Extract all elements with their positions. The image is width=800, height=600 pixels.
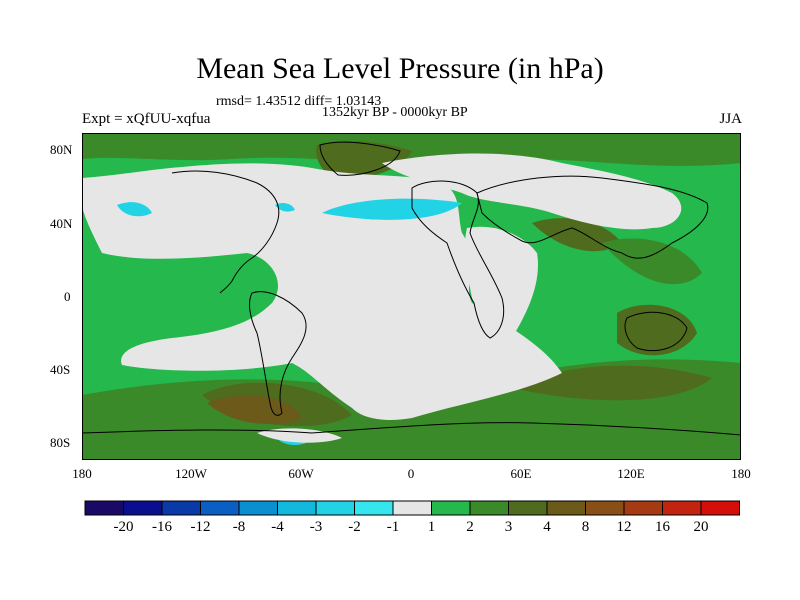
- north-pacific-low: [212, 166, 302, 191]
- lon-label-180w: 180: [72, 466, 92, 481]
- colorbar-tick-label: -4: [271, 519, 284, 535]
- atlantic-cyan-blob: [322, 198, 462, 220]
- colorbar-tick-label: -12: [190, 519, 211, 535]
- greenland-coast: [319, 141, 401, 176]
- lat-label-40s: 40S: [50, 362, 71, 377]
- lat-label-80n: 80N: [50, 142, 73, 157]
- season-label: JJA: [719, 111, 742, 127]
- lon-label-0: 0: [407, 466, 415, 481]
- experiment-label: Expt = xQfUU-xqfua: [82, 111, 211, 127]
- colorbar-swatch: [161, 500, 201, 516]
- colorbar-tick-label: 1: [427, 519, 436, 535]
- lat-label-0: 0: [64, 289, 71, 304]
- pacific-cyan-blob: [117, 202, 152, 217]
- asia-coast: [476, 175, 709, 259]
- colorbar-tick-label: -2: [348, 519, 361, 535]
- colorbar-swatch: [431, 500, 471, 516]
- period-label: 1352kyr BP - 0000kyr BP: [322, 105, 468, 120]
- colorbar-tick-label: -8: [232, 519, 246, 535]
- pacific-atlantic-low: [82, 163, 562, 420]
- lat-label-80s: 80S: [50, 435, 71, 450]
- colorbar-tick-label: 4: [543, 519, 551, 535]
- colorbar-swatch: [623, 500, 663, 516]
- arctic-dark-band: [82, 133, 741, 166]
- eurasia-low: [382, 153, 682, 230]
- colorbar-swatch: [238, 500, 278, 516]
- colorbar-tick-label: -16: [152, 519, 172, 535]
- greenland-cyan-spot: [275, 202, 295, 212]
- colorbar-swatch: [84, 500, 124, 516]
- coastlines: [82, 141, 741, 436]
- colorbar-tick-label: -20: [113, 519, 134, 535]
- asia-dark-green: [602, 238, 702, 285]
- colorbar-swatch: [662, 500, 702, 516]
- pressure-map: [82, 133, 741, 460]
- colorbar-tick-label: 20: [693, 519, 709, 535]
- lon-label-60w: 60W: [288, 466, 314, 481]
- colorbar-tick-label: 2: [466, 519, 474, 535]
- map-frame: [82, 133, 741, 460]
- colorbar-swatch: [315, 500, 355, 516]
- colorbar-tick-label: -3: [309, 519, 323, 535]
- colorbar-tick-label: 16: [655, 519, 670, 535]
- south-america-coast: [249, 291, 307, 416]
- colorbar-tick-label: 8: [581, 519, 590, 535]
- antarctica-coast: [82, 422, 741, 436]
- lon-label-120e: 120E: [617, 466, 645, 481]
- colorbar-swatch: [277, 500, 317, 516]
- colorbar-swatch: [200, 500, 240, 516]
- lat-label-40n: 40N: [50, 216, 73, 231]
- lon-label-180e: 180: [731, 466, 751, 481]
- colorbar-tick-label: 12: [616, 519, 632, 535]
- colorbar-tick-label: 3: [504, 519, 513, 535]
- stats-line: rmsd= 1.43512 diff= 1.03143: [216, 94, 382, 109]
- colorbar: [84, 500, 740, 516]
- indian-ocean-olive: [512, 365, 712, 401]
- colorbar-swatch: [546, 500, 586, 516]
- colorbar-swatch: [585, 500, 625, 516]
- north-america-coast: [171, 170, 280, 294]
- map-title: Mean Sea Level Pressure (in hPa): [196, 52, 604, 85]
- australia-coast: [624, 311, 688, 352]
- lon-label-120w: 120W: [175, 466, 207, 481]
- greenland-high: [316, 141, 412, 180]
- south-pacific-brown: [207, 395, 302, 424]
- colorbar-tick-label: -1: [386, 519, 400, 535]
- colorbar-swatch: [392, 500, 432, 516]
- colorbar-swatch: [508, 500, 548, 516]
- colorbar-swatch: [469, 500, 509, 516]
- colorbar-swatch: [123, 500, 163, 516]
- colorbar-swatch: [354, 500, 394, 516]
- colorbar-swatch: [700, 500, 740, 516]
- lon-label-60e: 60E: [510, 466, 532, 481]
- africa-low: [464, 226, 538, 339]
